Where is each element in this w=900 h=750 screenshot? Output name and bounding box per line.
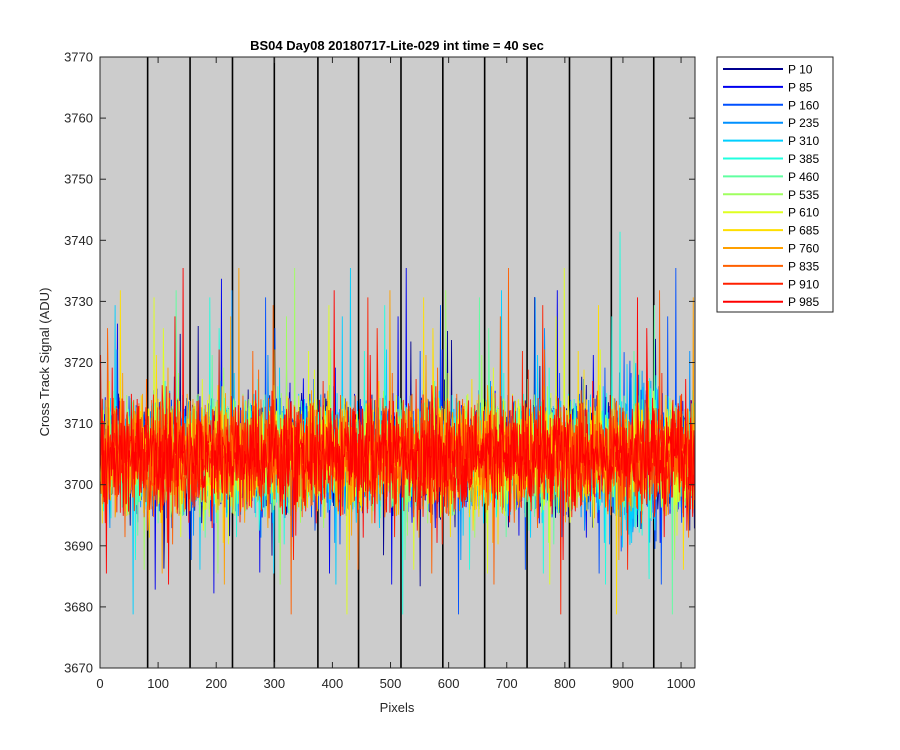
x-tick-label: 600 <box>438 676 460 691</box>
x-axis: 0 100 200 300 400 500 600 700 800 900 1000 <box>96 57 696 691</box>
x-tick-label: 500 <box>380 676 402 691</box>
legend-label: P 85 <box>788 80 813 94</box>
y-tick-label: 3670 <box>64 661 93 676</box>
legend-label: P 760 <box>788 242 819 256</box>
legend-label: P 610 <box>788 206 819 220</box>
x-axis-label: Pixels <box>380 700 415 715</box>
y-axis: 3670 3680 3690 3700 3710 3720 3730 3740 3750 3760… <box>64 50 695 676</box>
legend-label: P 460 <box>788 170 819 184</box>
legend-label: P 310 <box>788 134 819 148</box>
legend-box <box>716 56 834 313</box>
legend-label: P 835 <box>788 259 819 273</box>
x-tick-label: 800 <box>554 676 576 691</box>
series-lines <box>99 231 695 615</box>
x-tick-label: 400 <box>322 676 344 691</box>
y-tick-label: 3690 <box>64 538 93 553</box>
x-tick-label: 700 <box>496 676 518 691</box>
legend-label: P 160 <box>788 98 819 112</box>
legend-label: P 535 <box>788 188 819 202</box>
series-line-p985 <box>99 267 695 585</box>
x-tick-label: 0 <box>96 676 103 691</box>
series-line-p835 <box>99 267 695 615</box>
y-tick-label: 3750 <box>64 172 93 187</box>
y-axis-label: Cross Track Signal (ADU) <box>37 288 52 437</box>
x-tick-label: 900 <box>612 676 634 691</box>
legend-label: P 685 <box>788 224 819 238</box>
legend-label: P 910 <box>788 277 819 291</box>
y-tick-label: 3770 <box>64 50 93 65</box>
legend: P 10 P 85 P 160 P 235 P 310 P 385 P 460 P 535 P … <box>716 56 834 313</box>
x-tick-label: 200 <box>205 676 227 691</box>
legend-label: P 385 <box>788 152 819 166</box>
y-tick-label: 3700 <box>64 477 93 492</box>
x-tick-label: 1000 <box>667 676 696 691</box>
x-tick-label: 300 <box>263 676 285 691</box>
legend-label: P 235 <box>788 116 819 130</box>
y-tick-label: 3740 <box>64 233 93 248</box>
legend-label: P 985 <box>788 295 819 309</box>
y-tick-label: 3680 <box>64 599 93 614</box>
chart-title: BS04 Day08 20180717-Lite-029 int time = … <box>250 38 544 53</box>
y-tick-label: 3720 <box>64 355 93 370</box>
y-tick-label: 3730 <box>64 294 93 309</box>
x-tick-label: 100 <box>147 676 169 691</box>
y-tick-label: 3710 <box>64 416 93 431</box>
y-tick-label: 3760 <box>64 111 93 126</box>
legend-label: P 10 <box>788 63 813 77</box>
